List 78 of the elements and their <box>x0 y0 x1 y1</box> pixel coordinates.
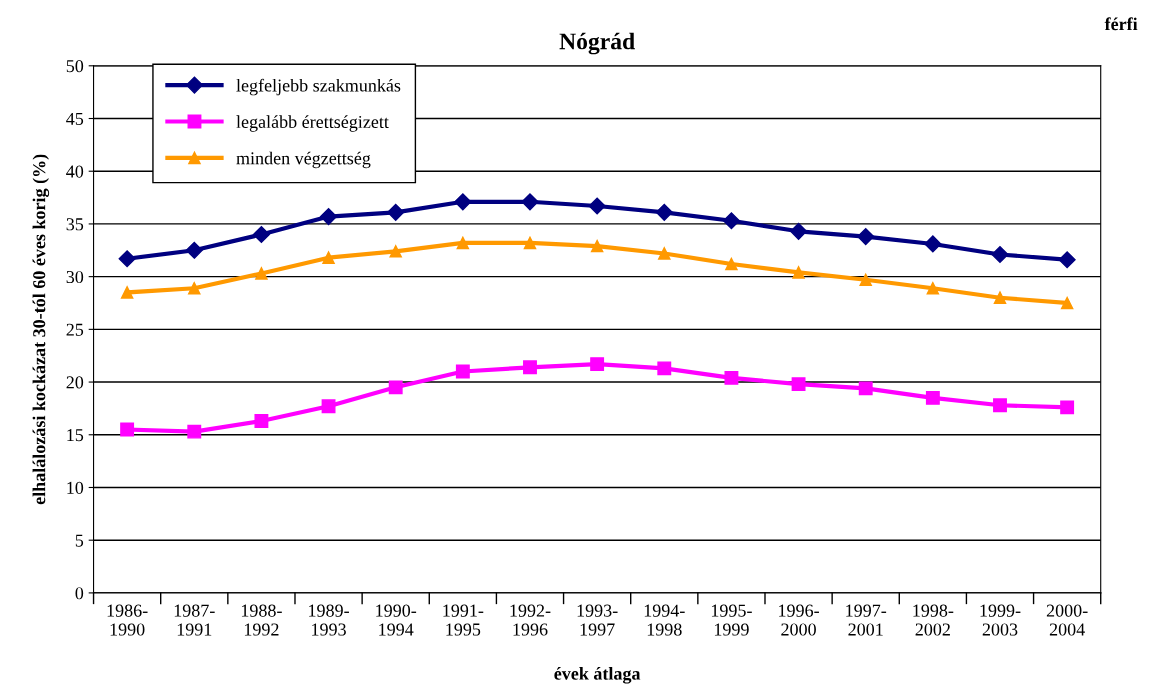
point <box>658 247 671 260</box>
x-tick-label: 1994- 1998 <box>644 604 685 636</box>
point <box>655 203 673 221</box>
y-tick-label: 25 <box>66 323 84 336</box>
x-tick-label: 1998- 2002 <box>913 604 954 636</box>
legend-label: minden végzettség <box>236 151 371 169</box>
y-axis-title: elhalálozási kockázat 30-tól 60 éves korig (%) <box>32 154 50 505</box>
point <box>388 380 403 395</box>
point <box>590 357 605 372</box>
x-tick-label: 1999- 2003 <box>980 604 1021 636</box>
point <box>185 241 203 259</box>
x-tick-label: 1988- 1992 <box>241 604 282 636</box>
legend-label: legfeljebb szakmunkás <box>236 78 401 96</box>
point <box>521 193 539 211</box>
y-tick-label: 20 <box>66 376 84 389</box>
point <box>1060 296 1074 310</box>
point <box>523 236 537 250</box>
point <box>792 266 805 279</box>
point <box>790 222 808 240</box>
point <box>389 245 402 258</box>
point <box>322 251 335 264</box>
point <box>387 203 405 221</box>
point <box>857 228 875 246</box>
legend-label: legalább érettségizett <box>236 115 389 132</box>
x-tick-label: 1986- 1990 <box>107 604 148 636</box>
point <box>321 399 336 414</box>
text: férfi <box>1104 17 1138 31</box>
y-tick-label: 50 <box>66 60 84 73</box>
point <box>993 398 1007 413</box>
point <box>252 225 270 244</box>
x-tick-label: 1990- 1994 <box>376 604 417 636</box>
y-tick-label: 15 <box>67 429 84 442</box>
point <box>320 207 338 226</box>
y-tick-label: 40 <box>66 165 84 178</box>
point <box>722 212 740 230</box>
point <box>255 267 268 280</box>
y-tick-label: 0 <box>75 587 84 600</box>
x-tick-label: 1991- 1995 <box>443 604 484 636</box>
point <box>724 370 739 385</box>
point <box>118 250 136 268</box>
point <box>657 361 672 376</box>
x-tick-label: 1997- 2001 <box>846 604 887 636</box>
point <box>120 422 135 437</box>
point <box>254 414 269 429</box>
point <box>588 197 606 215</box>
point <box>120 286 134 299</box>
x-tick-label: 1987- 1991 <box>174 604 215 636</box>
point <box>925 390 940 405</box>
point <box>924 235 942 253</box>
point <box>590 239 604 253</box>
point <box>791 377 806 392</box>
point <box>858 381 873 396</box>
point <box>187 424 202 439</box>
point <box>1060 400 1075 415</box>
point <box>1058 251 1076 269</box>
point <box>456 236 470 250</box>
point <box>454 193 472 211</box>
y-tick-label: 45 <box>66 112 84 125</box>
point <box>993 291 1007 304</box>
x-axis-title: évek átlaga <box>554 667 641 684</box>
y-tick-label: 35 <box>66 218 84 231</box>
point <box>991 245 1009 264</box>
x-tick-label: 1996- 2000 <box>779 604 819 636</box>
x-tick-label: 1989- 1993 <box>309 604 349 636</box>
point <box>725 257 738 271</box>
point <box>926 281 940 295</box>
x-tick-label: 1992- 1996 <box>510 604 551 636</box>
y-tick-label: 30 <box>66 270 84 284</box>
point <box>523 360 537 375</box>
y-tick-label: 5 <box>75 534 84 547</box>
point <box>188 281 201 295</box>
x-tick-label: 2000- 2004 <box>1046 604 1088 636</box>
chart-title: Nógrád <box>559 32 635 55</box>
x-tick-label: 1995- 1999 <box>711 604 752 636</box>
point <box>859 273 872 287</box>
y-tick-label: 10 <box>67 481 84 494</box>
x-tick-label: 1993- 1997 <box>577 604 618 636</box>
point <box>455 364 470 379</box>
